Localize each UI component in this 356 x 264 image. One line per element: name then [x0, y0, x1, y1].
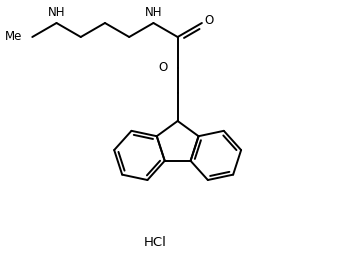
- Text: O: O: [204, 15, 214, 27]
- Text: NH: NH: [48, 7, 65, 20]
- Text: O: O: [158, 61, 168, 74]
- Text: Me: Me: [5, 31, 22, 44]
- Text: NH: NH: [145, 7, 162, 20]
- Text: HCl: HCl: [144, 235, 167, 248]
